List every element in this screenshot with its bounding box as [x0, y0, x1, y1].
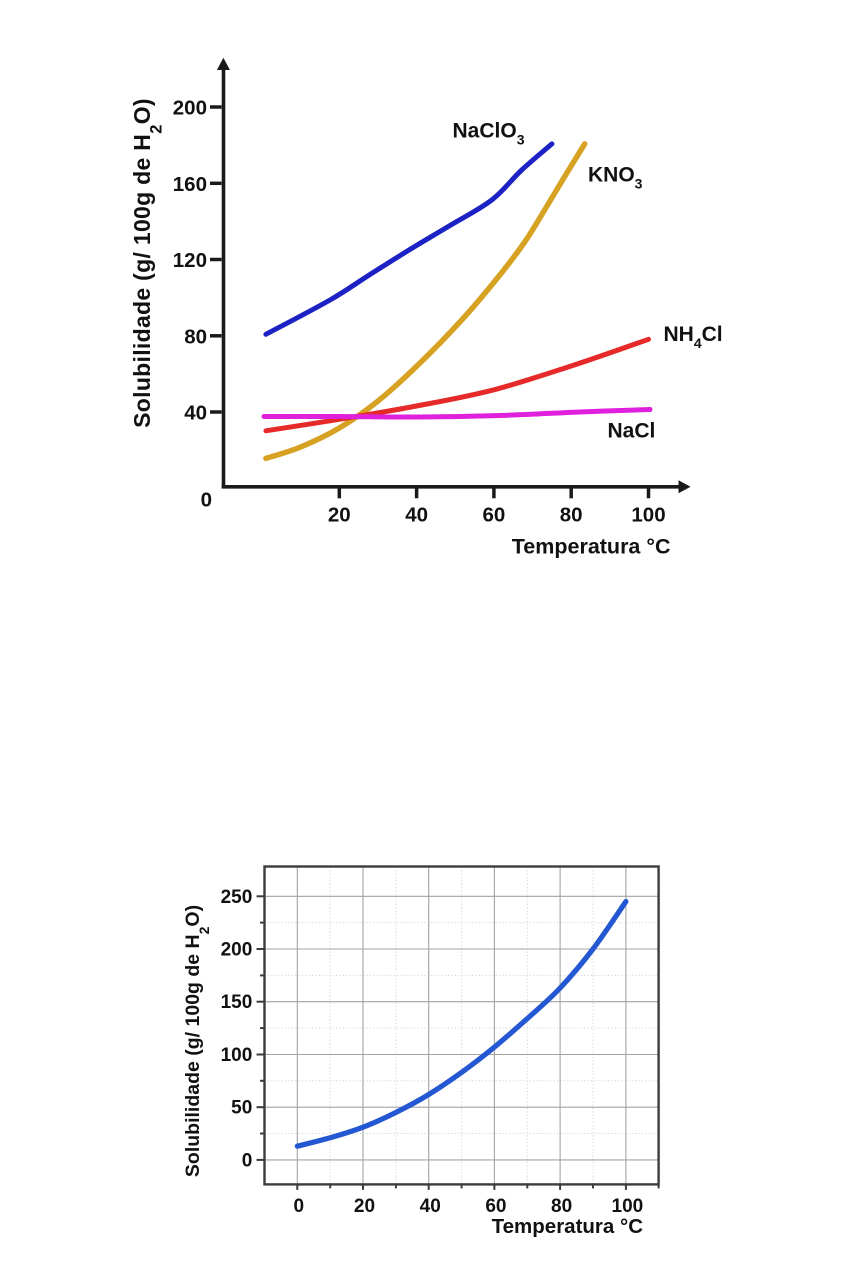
svg-text:40: 40 [405, 504, 428, 527]
svg-text:40: 40 [184, 402, 207, 425]
svg-text:80: 80 [560, 504, 583, 527]
svg-text:150: 150 [221, 992, 253, 1013]
svg-text:80: 80 [551, 1196, 572, 1217]
svg-text:250: 250 [221, 887, 253, 908]
svg-text:NaCl: NaCl [608, 420, 656, 443]
svg-text:160: 160 [173, 173, 207, 196]
svg-text:Temperatura °C: Temperatura °C [512, 535, 671, 559]
svg-text:120: 120 [173, 249, 207, 272]
svg-text:60: 60 [482, 504, 505, 527]
svg-text:40: 40 [420, 1196, 441, 1217]
svg-text:60: 60 [485, 1196, 506, 1217]
svg-text:20: 20 [328, 504, 351, 527]
svg-text:80: 80 [184, 325, 207, 348]
svg-text:Temperatura °C: Temperatura °C [492, 1215, 644, 1238]
svg-text:20: 20 [354, 1196, 375, 1217]
svg-text:100: 100 [221, 1045, 253, 1066]
svg-text:0: 0 [242, 1150, 253, 1171]
svg-text:NH4Cl: NH4Cl [664, 323, 723, 351]
svg-text:100: 100 [612, 1196, 644, 1217]
svg-text:200: 200 [221, 940, 253, 961]
svg-text:50: 50 [231, 1098, 252, 1119]
svg-text:0: 0 [201, 489, 212, 512]
svg-text:0: 0 [294, 1196, 305, 1217]
svg-text:100: 100 [631, 504, 665, 527]
svg-text:200: 200 [173, 97, 207, 120]
